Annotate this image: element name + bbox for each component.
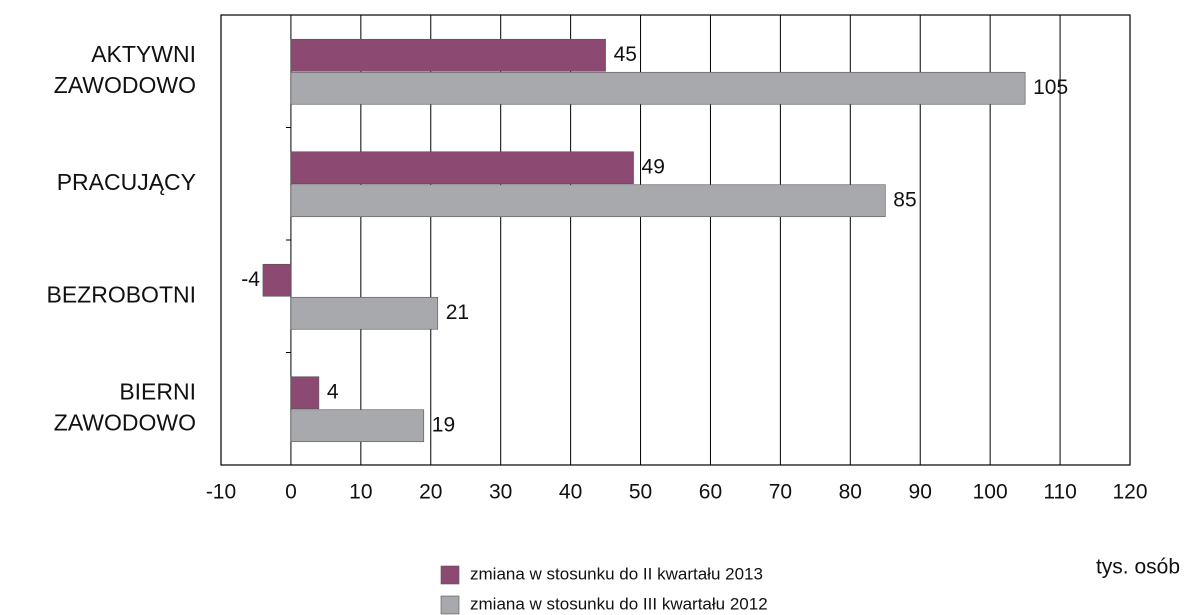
y-tick-label: BEZROBOTNI — [46, 281, 196, 307]
legend-swatch — [440, 565, 460, 585]
x-tick-label: 10 — [349, 481, 372, 504]
x-tick-label: 110 — [1043, 481, 1076, 504]
x-axis-label: tys. osób — [1096, 556, 1180, 579]
x-tick-label: 20 — [419, 481, 442, 504]
value-label: 105 — [1033, 76, 1068, 99]
x-tick-label: 100 — [973, 481, 1008, 504]
legend-swatch — [440, 595, 460, 615]
value-label: 85 — [893, 188, 916, 211]
bar — [290, 71, 1026, 105]
value-label: 45 — [614, 43, 637, 66]
x-tick-label: 60 — [699, 481, 722, 504]
x-tick-label: 0 — [285, 481, 297, 504]
legend-label: zmiana w stosunku do II kwartału 2013 — [470, 564, 763, 583]
bar — [290, 296, 439, 330]
value-label: 49 — [642, 155, 665, 178]
x-tick-label: 70 — [769, 481, 792, 504]
plot-border — [220, 14, 1131, 466]
bar — [290, 409, 425, 443]
value-label: 19 — [432, 413, 455, 436]
value-label: -4 — [241, 268, 260, 291]
x-tick-label: 90 — [909, 481, 932, 504]
bar — [290, 376, 320, 410]
y-tick-label: AKTYWNI ZAWODOWO — [54, 41, 196, 98]
x-tick-label: -10 — [206, 481, 236, 504]
bar — [290, 184, 886, 218]
value-label: 4 — [327, 380, 339, 403]
x-tick-label: 50 — [629, 481, 652, 504]
bar — [262, 263, 292, 297]
x-tick-label: 80 — [839, 481, 862, 504]
legend-label: zmiana w stosunku do III kwartału 2012 — [470, 594, 768, 613]
y-tick-label: BIERNI ZAWODOWO — [54, 378, 196, 435]
x-tick-label: 30 — [489, 481, 512, 504]
x-tick-label: 40 — [559, 481, 582, 504]
value-label: 21 — [446, 301, 469, 324]
y-tick-label: PRACUJĄCY — [57, 169, 196, 195]
bar — [290, 38, 606, 72]
bar — [290, 151, 634, 185]
x-tick-label: 120 — [1112, 481, 1147, 504]
